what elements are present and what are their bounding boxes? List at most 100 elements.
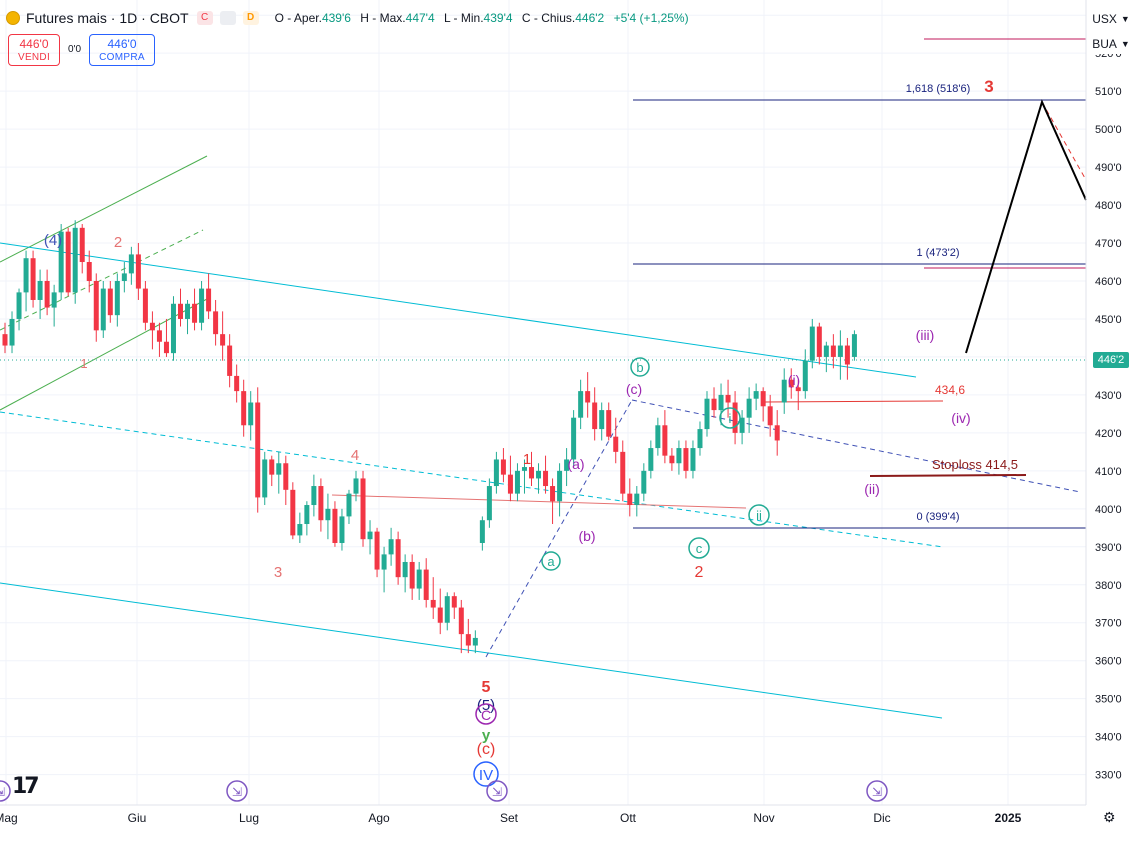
candle [199,280,205,331]
y-tick-label: 510'0 [1095,86,1122,98]
fib-label-1618: 1,618 (518'6) [906,83,970,95]
candle-body [269,459,275,475]
tradingview-logo[interactable]: 17 [12,774,40,799]
currency-select[interactable]: USX ▼ [1087,9,1135,29]
candle [149,311,155,350]
candle [676,440,682,475]
candle [704,391,710,437]
candle-body [620,451,626,494]
candle [514,463,520,502]
gear-icon[interactable]: ⚙ [1103,809,1116,825]
y-tick-label: 390'0 [1095,542,1122,554]
candle [795,379,801,411]
candle-body [739,417,745,433]
candle-body [402,561,408,578]
candle [192,288,198,331]
candle-body [578,391,584,418]
wave-label-pb: (b) [578,528,595,544]
candle [51,284,57,327]
y-tick-label: 340'0 [1095,732,1122,744]
candle [234,364,240,403]
candle-body [746,398,752,418]
candle-body [234,375,240,392]
candle-body [16,292,22,319]
candle [529,451,534,487]
candle-body [423,569,429,600]
replay-icon[interactable]: ⇲ [866,780,888,802]
candle-body [648,448,654,471]
abc-dashed-blue-1 [485,399,633,658]
wave-label-p5: (5) [477,697,495,714]
symbol-title[interactable]: Futures mais · 1D · CBOT [26,10,189,26]
wave-circle-C [475,703,497,725]
y-tick-label: 410'0 [1095,466,1122,478]
candle [767,394,773,437]
trend-lower-teal [0,582,943,719]
candle [65,227,71,297]
candle [107,280,113,323]
candle-body [823,345,829,357]
candle-body [690,448,696,471]
candle [163,318,169,357]
candle [725,379,731,418]
y-tick-label: 370'0 [1095,618,1122,630]
unit-select[interactable]: BUA ▼ [1087,34,1135,54]
x-tick-label: Set [500,811,519,825]
flag-d-icon[interactable]: D [242,11,259,25]
candle-body [332,508,338,543]
coin-icon [6,11,20,25]
wave-label-1a: 1 [80,356,87,371]
candle-body [318,486,324,521]
candle-body [58,231,64,293]
candle [220,311,226,361]
chevron-down-icon: ▼ [1120,39,1130,49]
trend-upper-teal [0,242,917,378]
x-tick-label: Ott [620,811,637,825]
candle-body [472,637,478,646]
candle-body [227,345,233,376]
candle [360,470,366,547]
wave-circle-IV [473,761,499,787]
candle [669,448,675,471]
candle-body [500,459,506,475]
candle [269,455,275,487]
candle [156,322,162,357]
wave-circle-a [541,551,561,571]
candle [599,402,605,441]
candle-body [283,463,289,490]
replay-icon[interactable]: ⇲ [486,780,508,802]
candle-body [192,303,198,323]
candle [93,273,99,342]
wave-label-a: a [547,554,555,569]
candle-body [718,394,724,411]
candle [781,368,787,414]
flag-c-icon[interactable]: C [196,11,213,25]
candle-body [23,258,29,293]
buy-button[interactable]: 446'0 COMPRA [89,34,155,66]
candle [571,410,577,468]
sell-button[interactable]: 446'0 VENDI [8,34,60,66]
replay-icons[interactable]: ⇲ ⇲ ⇲ ⇲ [0,780,888,802]
wave-label-c: c [696,541,703,556]
candle [711,387,717,418]
candle [613,417,619,464]
toggle-icon[interactable] [219,11,236,25]
candle [732,391,738,445]
candle [718,383,724,426]
candle [788,368,794,399]
y-tick-label: 490'0 [1095,162,1122,174]
candle-body [395,539,401,578]
replay-icon[interactable]: ⇲ [226,780,248,802]
candle-body [458,607,464,635]
wave-label-IV: IV [479,767,493,784]
candle [325,493,331,540]
replay-icon[interactable]: ⇲ [0,780,11,802]
candle [521,459,527,494]
wave-label-iv4: (4) [44,232,62,249]
candle-body [676,448,682,464]
candle-body [669,455,675,464]
candle [37,269,43,319]
candle [283,455,289,506]
candle-body [409,561,415,589]
